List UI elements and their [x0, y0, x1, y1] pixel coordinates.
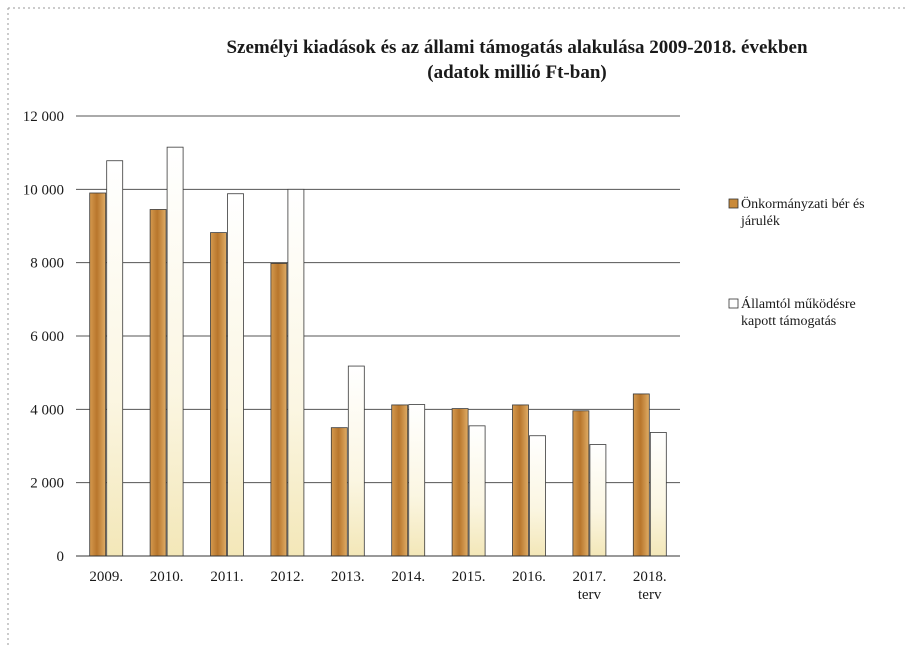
bar-s1-3: [287, 188, 305, 557]
chart-border: [7, 7, 905, 646]
y-tick-label-3: 6 000: [30, 329, 64, 345]
bar-s1-9: [649, 432, 667, 557]
y-tick-label-5: 10 000: [23, 182, 64, 198]
bar-s0-7: [512, 404, 529, 557]
bar-s1-5: [408, 404, 426, 557]
chart-title: Személyi kiadások és az állami támogatás…: [226, 37, 808, 58]
legend-entry-1: Államtól működésre kapott támogatás: [728, 295, 856, 329]
x-tick-label-2: 2011.: [210, 569, 243, 585]
y-tick-label-4: 8 000: [30, 256, 64, 272]
y-tick-label-2: 4 000: [30, 402, 64, 418]
chart-subtitle: (adatok millió Ft-ban): [427, 62, 606, 83]
legend-swatch-1: [728, 298, 739, 309]
legend: Önkormányzati bér és járulék Államtól műk…: [728, 195, 865, 329]
x-tick-label-4: 2013.: [331, 569, 365, 585]
bar-s1-4: [347, 365, 365, 557]
legend-label-0: Önkormányzati bér és járulék: [740, 195, 865, 229]
bar-s1-1: [166, 146, 184, 557]
x-tick-label-6: 2015.: [452, 569, 486, 585]
bar-s0-9: [632, 393, 650, 557]
bar-s0-6: [451, 408, 469, 557]
y-tick-label-1: 2 000: [30, 476, 64, 492]
x-tick-label-8: 2017. terv: [573, 569, 607, 603]
bar-s0-1: [149, 209, 167, 557]
x-tick-label-7: 2016.: [512, 569, 546, 585]
x-tick-label-0: 2009.: [89, 569, 123, 585]
bar-s0-0: [89, 192, 107, 557]
bar-s1-0: [106, 160, 124, 557]
bar-s0-3: [270, 262, 288, 557]
x-tick-label-1: 2010.: [150, 569, 184, 585]
gridlines: [76, 115, 680, 484]
bar-s0-4: [330, 427, 348, 557]
x-tick-label-9: 2018. terv: [633, 569, 667, 603]
bar-s1-6: [468, 425, 486, 557]
y-tick-label-6: 12 000: [23, 109, 64, 125]
legend-label-1: Államtól működésre kapott támogatás: [741, 295, 856, 329]
bar-s0-5: [391, 404, 409, 557]
y-tick-label-0: 0: [57, 549, 65, 565]
bar-s1-8: [589, 444, 607, 557]
x-tick-label-5: 2014.: [391, 569, 425, 585]
legend-entry-0: Önkormányzati bér és járulék: [728, 195, 865, 229]
legend-swatch-0: [728, 198, 739, 209]
bar-s1-7: [529, 435, 546, 557]
bar-s0-2: [210, 232, 227, 557]
bar-s1-2: [227, 193, 244, 557]
x-tick-label-3: 2012.: [271, 569, 305, 585]
x-axis-ticks: 2009. 2010. 2011. 2012. 2013. 2014. 2015. 2016.…: [89, 569, 666, 603]
bars: [89, 146, 667, 557]
bar-s0-8: [572, 410, 590, 557]
y-axis-ticks: 0 2 000 4 000 6 000 8 000 10 000 12 000: [23, 109, 64, 565]
